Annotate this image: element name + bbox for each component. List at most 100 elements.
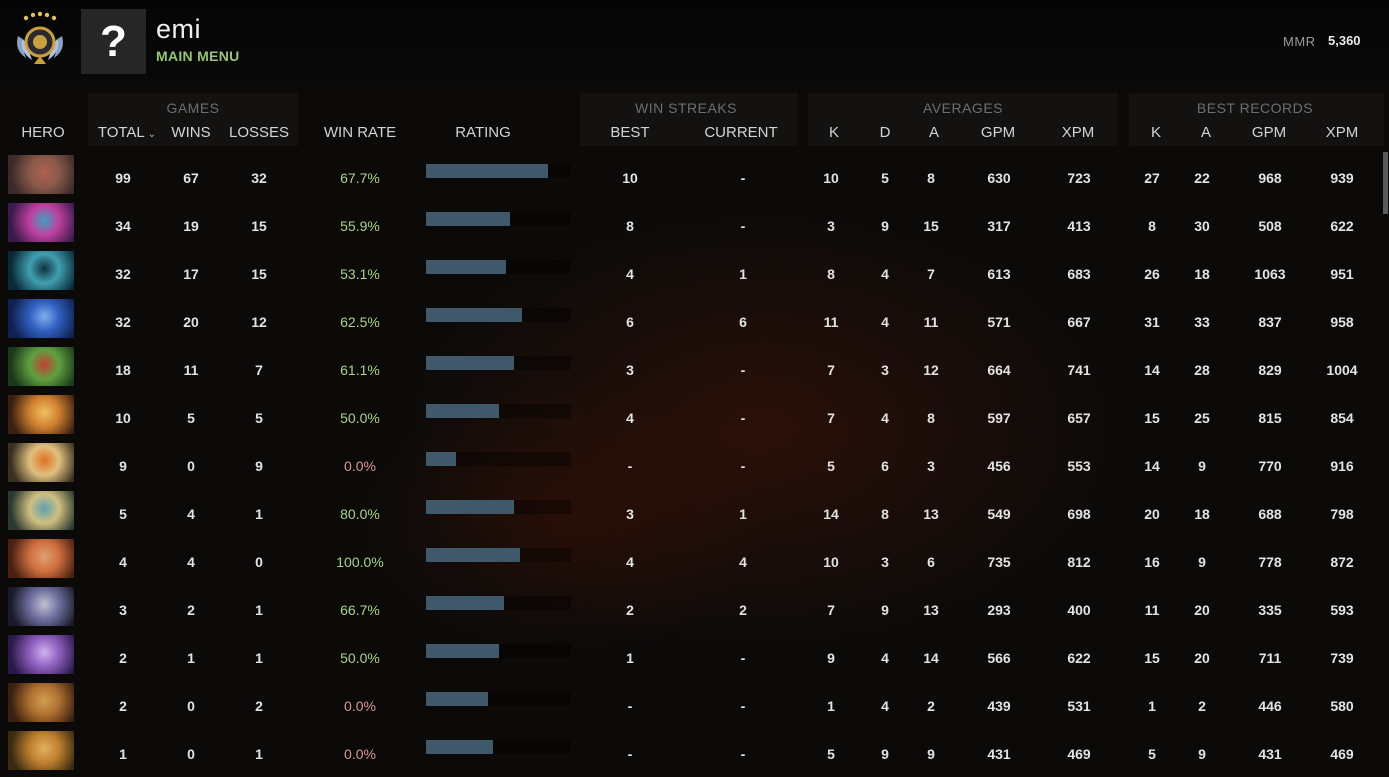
cell-ba: 28 — [1194, 362, 1210, 378]
column-header-avg-d[interactable]: D — [879, 124, 891, 141]
table-row[interactable]: 18 11 7 61.1% 3 - 7 3 12 664 741 14 28 829 1004 — [0, 345, 1389, 393]
table-row[interactable]: 4 4 0 100.0% 4 4 10 3 6 735 812 16 9 778 872 — [0, 537, 1389, 585]
table-row[interactable]: 2 1 1 50.0% 1 - 9 4 14 566 622 15 20 711 739 — [0, 633, 1389, 681]
cell-total: 32 — [115, 314, 131, 330]
table-row[interactable]: 3 2 1 66.7% 2 2 7 9 13 293 400 11 20 335 593 — [0, 585, 1389, 633]
cell-total: 4 — [119, 554, 127, 570]
cell-d: 5 — [881, 170, 889, 186]
cell-best: 2 — [626, 602, 634, 618]
cell-current: 2 — [739, 602, 747, 618]
cell-gpm: 439 — [987, 698, 1011, 714]
cell-best: 1 — [626, 650, 634, 666]
cell-win-rate: 66.7% — [340, 602, 380, 618]
rank-medal-icon[interactable] — [12, 10, 68, 66]
cell-gpm: 571 — [987, 314, 1011, 330]
column-header-avg-gpm[interactable]: GPM — [980, 124, 1016, 141]
cell-d: 6 — [881, 458, 889, 474]
column-header-avg-a[interactable]: A — [928, 124, 939, 141]
cell-gpm: 549 — [987, 506, 1011, 522]
rating-bar — [426, 548, 520, 562]
hero-portrait[interactable] — [8, 491, 74, 530]
cell-bxpm: 951 — [1330, 266, 1354, 282]
rating-bar — [426, 164, 548, 178]
cell-bgpm: 770 — [1258, 458, 1282, 474]
cell-k: 5 — [827, 746, 835, 762]
rating-bar — [426, 596, 504, 610]
hero-portrait[interactable] — [8, 347, 74, 386]
hero-portrait[interactable] — [8, 539, 74, 578]
column-header-best-streak[interactable]: BEST — [610, 124, 650, 141]
hero-portrait[interactable] — [8, 203, 74, 242]
column-header-best-xpm[interactable]: XPM — [1325, 124, 1359, 141]
hero-portrait[interactable] — [8, 731, 74, 770]
cell-a: 15 — [923, 218, 939, 234]
cell-gpm: 664 — [987, 362, 1011, 378]
column-header-wins[interactable]: WINS — [171, 124, 211, 141]
cell-ba: 20 — [1194, 650, 1210, 666]
cell-xpm: 723 — [1067, 170, 1091, 186]
hero-portrait[interactable] — [8, 251, 74, 290]
column-header-total[interactable]: TOTAL ⌄ — [92, 124, 162, 141]
table-row[interactable]: 1 0 1 0.0% - - 5 9 9 431 469 5 9 431 469 — [0, 729, 1389, 777]
cell-k: 9 — [827, 650, 835, 666]
cell-current: 4 — [739, 554, 747, 570]
cell-gpm: 735 — [987, 554, 1011, 570]
column-header-losses[interactable]: LOSSES — [228, 124, 290, 141]
cell-total: 2 — [119, 698, 127, 714]
rating-bar — [426, 404, 499, 418]
table-row[interactable]: 2 0 2 0.0% - - 1 4 2 439 531 1 2 446 580 — [0, 681, 1389, 729]
cell-bxpm: 916 — [1330, 458, 1354, 474]
bestrecords-group-bg — [1129, 93, 1384, 146]
hero-portrait[interactable] — [8, 635, 74, 674]
hero-portrait[interactable] — [8, 395, 74, 434]
table-row[interactable]: 34 19 15 55.9% 8 - 3 9 15 317 413 8 30 508 622 — [0, 201, 1389, 249]
games-group-bg — [88, 93, 298, 146]
table-row[interactable]: 9 0 9 0.0% - - 5 6 3 456 553 14 9 770 916 — [0, 441, 1389, 489]
cell-wins: 4 — [187, 554, 195, 570]
table-row[interactable]: 10 5 5 50.0% 4 - 7 4 8 597 657 15 25 815 854 — [0, 393, 1389, 441]
cell-a: 13 — [923, 506, 939, 522]
cell-win-rate: 0.0% — [344, 698, 376, 714]
scrollbar[interactable] — [1383, 152, 1388, 214]
hero-portrait[interactable] — [8, 443, 74, 482]
cell-total: 32 — [115, 266, 131, 282]
hero-portrait[interactable] — [8, 683, 74, 722]
column-header-avg-xpm[interactable]: XPM — [1061, 124, 1095, 141]
cell-k: 5 — [827, 458, 835, 474]
hero-portrait[interactable] — [8, 299, 74, 338]
cell-current: 6 — [739, 314, 747, 330]
group-header-win-streaks: WIN STREAKS — [635, 100, 737, 116]
cell-wins: 67 — [183, 170, 199, 186]
cell-bxpm: 593 — [1330, 602, 1354, 618]
cell-ba: 9 — [1198, 458, 1206, 474]
cell-a: 9 — [927, 746, 935, 762]
column-header-hero[interactable]: HERO — [21, 124, 65, 141]
chevron-down-icon: ⌄ — [147, 129, 157, 140]
cell-xpm: 812 — [1067, 554, 1091, 570]
hero-portrait[interactable] — [8, 587, 74, 626]
column-header-win-rate[interactable]: WIN RATE — [323, 124, 397, 141]
column-header-avg-k[interactable]: K — [828, 124, 839, 141]
main-menu-link[interactable]: MAIN MENU — [156, 48, 240, 64]
column-header-rating[interactable]: RATING — [455, 124, 511, 141]
cell-xpm: 553 — [1067, 458, 1091, 474]
avatar[interactable]: ? — [81, 9, 146, 74]
column-header-best-k[interactable]: K — [1150, 124, 1161, 141]
cell-bgpm: 711 — [1258, 650, 1282, 666]
cell-best: - — [627, 458, 633, 474]
column-header-best-a[interactable]: A — [1200, 124, 1211, 141]
cell-current: - — [740, 458, 746, 474]
hero-portrait[interactable] — [8, 155, 74, 194]
table-row[interactable]: 5 4 1 80.0% 3 1 14 8 13 549 698 20 18 688 798 — [0, 489, 1389, 537]
table-row[interactable]: 99 67 32 67.7% 10 - 10 5 8 630 723 27 22 968 939 — [0, 153, 1389, 201]
cell-wins: 0 — [187, 746, 195, 762]
mmr-value: 5,360 — [1328, 33, 1361, 48]
cell-ba: 9 — [1198, 746, 1206, 762]
table-row[interactable]: 32 17 15 53.1% 4 1 8 4 7 613 683 26 18 1063 951 — [0, 249, 1389, 297]
table-row[interactable]: 32 20 12 62.5% 6 6 11 4 11 571 667 31 33 837 958 — [0, 297, 1389, 345]
column-header-current-streak[interactable]: CURRENT — [704, 124, 778, 141]
cell-bk: 11 — [1144, 602, 1160, 618]
cell-win-rate: 62.5% — [340, 314, 380, 330]
column-header-best-gpm[interactable]: GPM — [1251, 124, 1287, 141]
cell-a: 6 — [927, 554, 935, 570]
